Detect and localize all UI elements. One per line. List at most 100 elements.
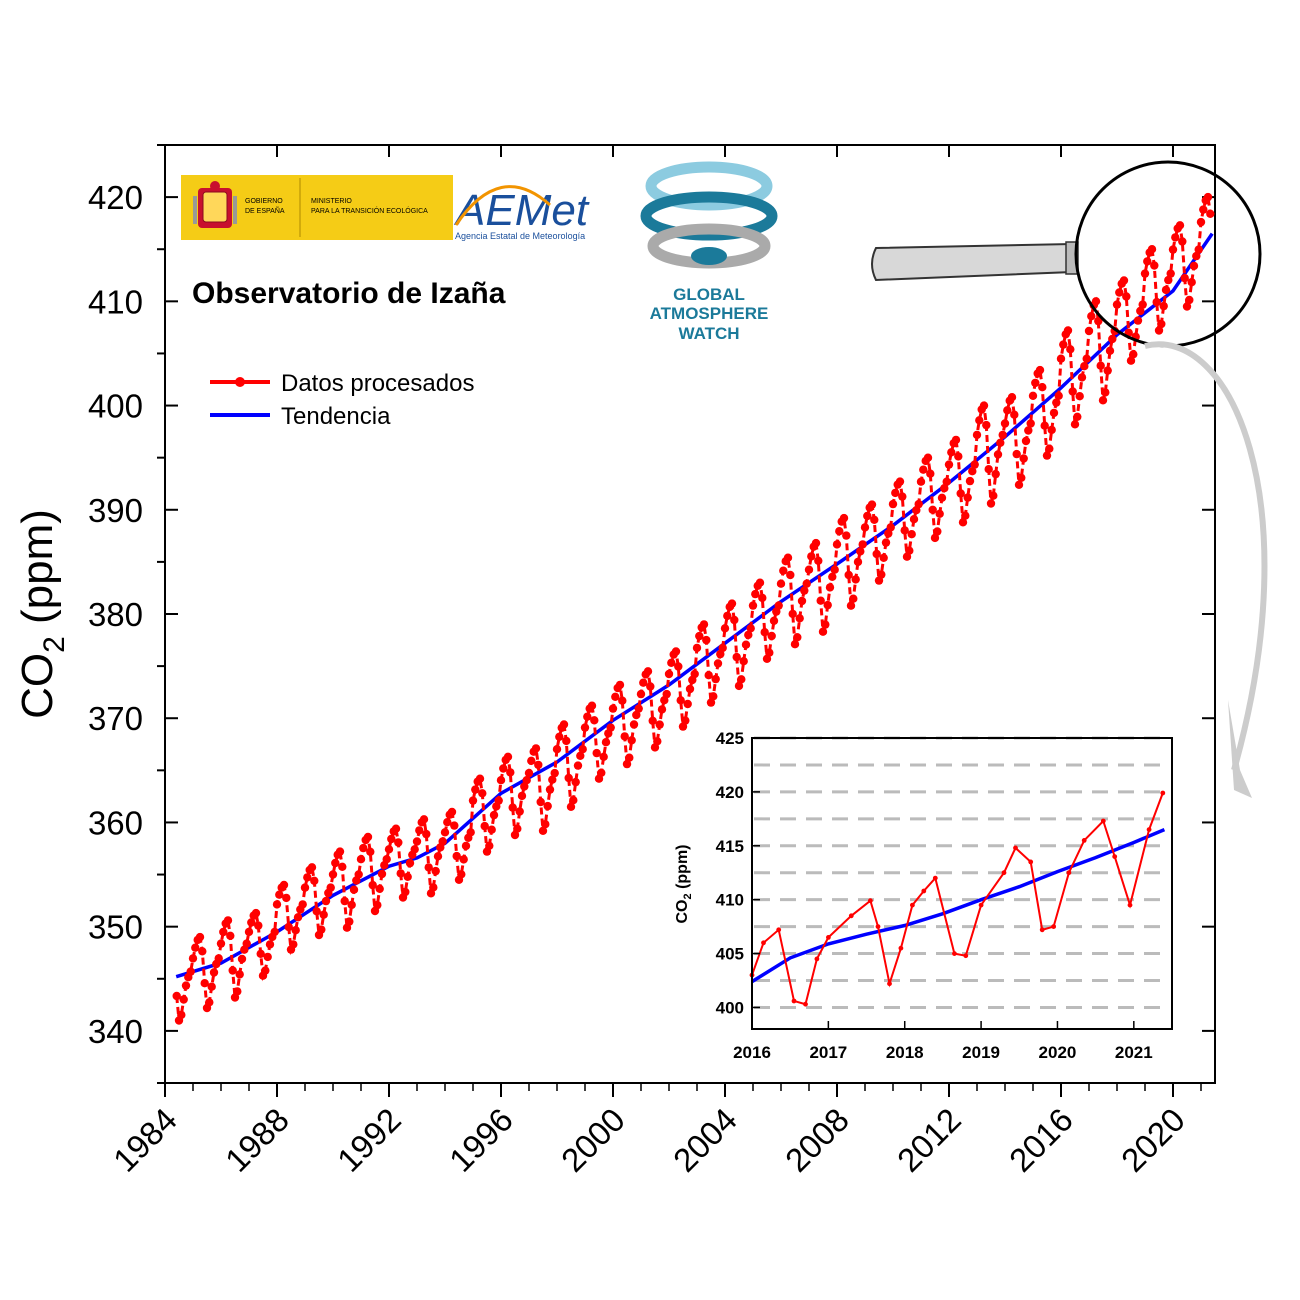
gaw-line-1: GLOBAL bbox=[673, 285, 745, 304]
y-tick-label: 360 bbox=[88, 804, 143, 841]
processed-data-point bbox=[643, 667, 653, 676]
processed-data-point bbox=[1159, 301, 1168, 311]
processed-data-point bbox=[354, 870, 363, 879]
inset-x-tick-label: 2016 bbox=[733, 1043, 771, 1062]
inset-data-point bbox=[910, 902, 915, 908]
inset-data-point bbox=[963, 953, 969, 959]
processed-data-point bbox=[755, 578, 765, 587]
processed-data-point bbox=[1080, 362, 1089, 371]
processed-data-point bbox=[634, 704, 643, 713]
processed-data-point bbox=[1136, 306, 1145, 316]
processed-data-point bbox=[1152, 297, 1161, 307]
processed-data-point bbox=[487, 825, 496, 834]
processed-data-point bbox=[767, 631, 776, 641]
processed-data-point bbox=[909, 515, 919, 524]
processed-data-point bbox=[1073, 412, 1082, 421]
processed-data-point bbox=[1082, 354, 1091, 363]
inset-data-point bbox=[868, 898, 873, 904]
processed-data-point bbox=[1028, 391, 1038, 400]
inset-data-point bbox=[1127, 902, 1133, 908]
processed-data-point bbox=[1154, 326, 1164, 335]
processed-data-point bbox=[835, 527, 844, 536]
processed-data-point bbox=[811, 538, 821, 548]
aemet-subtitle: Agencia Estatal de Meteorología bbox=[455, 231, 585, 241]
processed-data-point bbox=[1087, 312, 1096, 321]
processed-data-point bbox=[415, 826, 424, 835]
processed-data-point bbox=[550, 768, 559, 778]
zoom-arrow-icon bbox=[1144, 341, 1268, 798]
processed-data-point bbox=[842, 531, 851, 540]
inset-data-point bbox=[814, 956, 820, 962]
processed-data-point bbox=[431, 866, 440, 876]
inset-data-point bbox=[1112, 854, 1118, 859]
processed-data-point bbox=[632, 710, 641, 720]
processed-data-point bbox=[543, 801, 552, 811]
inset-trend-layer bbox=[751, 827, 1166, 984]
processed-data-point bbox=[188, 954, 198, 963]
processed-data-point bbox=[618, 696, 627, 705]
legend-label-trend: Tendencia bbox=[281, 403, 391, 430]
spain-government-logo: GOBIERNO DE ESPAÑA MINISTERIO PARA LA TR… bbox=[181, 175, 453, 240]
inset-data-point bbox=[1081, 838, 1087, 843]
processed-data-point bbox=[562, 736, 571, 746]
processed-data-point bbox=[737, 675, 746, 684]
processed-data-point bbox=[200, 979, 209, 988]
inset-data-point bbox=[932, 875, 938, 881]
processed-data-point bbox=[723, 611, 732, 621]
processed-data-point bbox=[1126, 356, 1136, 365]
processed-data-point bbox=[310, 876, 319, 885]
processed-data-point bbox=[1047, 425, 1056, 435]
y-tick-label: 400 bbox=[88, 388, 143, 425]
processed-data-point bbox=[1108, 334, 1117, 344]
processed-data-point bbox=[237, 954, 247, 964]
processed-data-point bbox=[1038, 383, 1047, 392]
processed-data-point bbox=[438, 837, 447, 846]
processed-data-point bbox=[933, 527, 942, 536]
processed-data-point bbox=[879, 553, 888, 562]
processed-data-point bbox=[1019, 454, 1028, 463]
processed-data-point bbox=[410, 845, 419, 854]
inset-data-point bbox=[1100, 818, 1106, 824]
processed-data-point bbox=[471, 785, 480, 794]
processed-data-point bbox=[597, 768, 606, 777]
processed-data-point bbox=[422, 829, 431, 839]
processed-data-point bbox=[1180, 273, 1189, 283]
processed-data-point bbox=[947, 448, 956, 457]
inset-x-tick-label: 2018 bbox=[886, 1043, 924, 1062]
processed-data-point bbox=[198, 947, 207, 956]
processed-data-point bbox=[503, 752, 513, 761]
inset-y-tick-label: 415 bbox=[716, 837, 744, 856]
processed-data-point bbox=[671, 647, 681, 656]
processed-data-point bbox=[494, 796, 503, 805]
processed-data-point bbox=[345, 917, 354, 926]
processed-data-point bbox=[863, 511, 872, 521]
processed-data-point bbox=[989, 491, 998, 500]
processed-data-point bbox=[548, 775, 557, 784]
inset-processed-line bbox=[751, 792, 1164, 1006]
processed-data-point bbox=[510, 830, 520, 840]
processed-data-point bbox=[958, 518, 968, 527]
processed-data-point bbox=[769, 616, 779, 625]
processed-data-point bbox=[545, 785, 555, 794]
processed-data-point bbox=[683, 699, 692, 709]
gaw-line-3: WATCH bbox=[678, 324, 739, 343]
inset-y-tick-label: 425 bbox=[716, 729, 744, 748]
processed-data-point bbox=[272, 900, 282, 909]
processed-data-point bbox=[926, 469, 935, 478]
processed-data-point bbox=[706, 698, 716, 707]
processed-data-point bbox=[900, 526, 909, 535]
processed-data-point bbox=[499, 764, 508, 773]
inset-data-point bbox=[1160, 790, 1166, 796]
inset-data-point bbox=[1146, 827, 1152, 832]
processed-data-point bbox=[996, 438, 1005, 447]
processed-data-point bbox=[779, 566, 788, 575]
processed-data-point bbox=[646, 682, 655, 691]
processed-data-point bbox=[338, 862, 347, 871]
processed-data-point bbox=[907, 530, 916, 539]
inset-y-tick-label: 400 bbox=[716, 998, 744, 1017]
processed-data-point bbox=[877, 570, 886, 579]
processed-data-point bbox=[419, 815, 429, 824]
processed-data-point bbox=[886, 523, 895, 532]
processed-data-point bbox=[242, 939, 251, 948]
